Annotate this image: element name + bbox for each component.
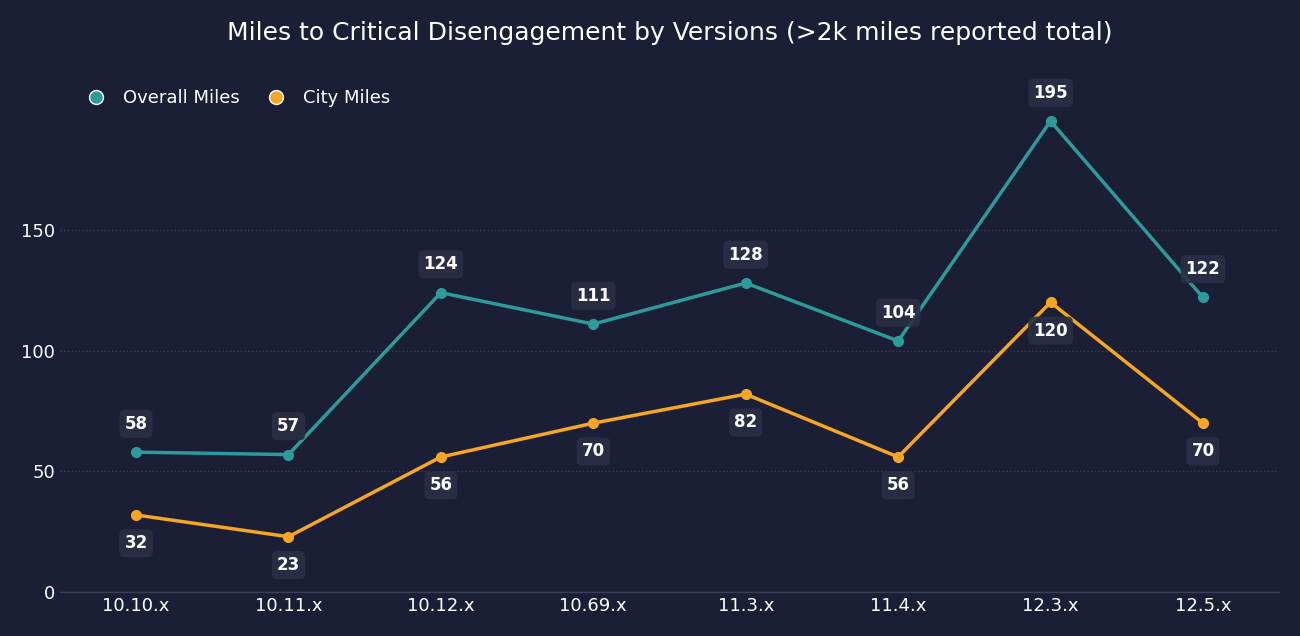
Text: 104: 104 bbox=[881, 303, 915, 322]
Text: 195: 195 bbox=[1034, 84, 1067, 102]
Text: 128: 128 bbox=[728, 245, 763, 264]
Text: 32: 32 bbox=[125, 534, 148, 552]
Text: 120: 120 bbox=[1034, 322, 1067, 340]
Text: 70: 70 bbox=[1191, 443, 1214, 460]
Text: 57: 57 bbox=[277, 417, 300, 435]
Legend: Overall Miles, City Miles: Overall Miles, City Miles bbox=[69, 80, 399, 116]
Text: 122: 122 bbox=[1186, 260, 1221, 278]
Text: 23: 23 bbox=[277, 556, 300, 574]
Text: 124: 124 bbox=[424, 255, 458, 273]
Text: 82: 82 bbox=[734, 413, 758, 431]
Text: 58: 58 bbox=[125, 415, 147, 433]
Text: 56: 56 bbox=[429, 476, 452, 494]
Text: 56: 56 bbox=[887, 476, 910, 494]
Text: 111: 111 bbox=[576, 287, 611, 305]
Text: 70: 70 bbox=[581, 443, 604, 460]
Title: Miles to Critical Disengagement by Versions (>2k miles reported total): Miles to Critical Disengagement by Versi… bbox=[226, 21, 1113, 45]
